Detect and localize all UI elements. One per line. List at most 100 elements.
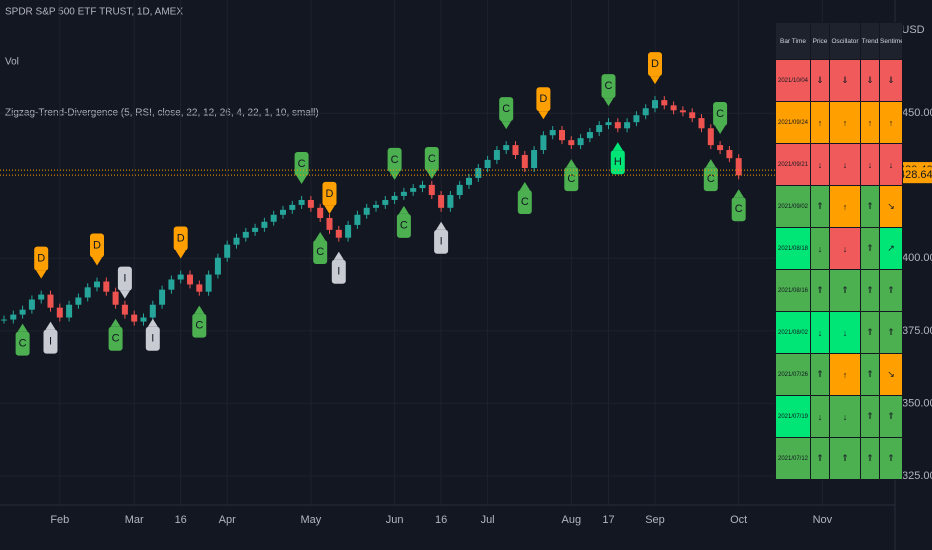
y-tick-label: 325.00 <box>902 470 932 482</box>
marker-pointer <box>110 318 121 327</box>
marker-pointer <box>603 98 614 107</box>
candle <box>233 237 240 245</box>
marker-box <box>536 87 551 112</box>
zigzag-marker: D <box>536 87 551 120</box>
zigzag-marker: C <box>294 151 309 184</box>
x-tick-label: 17 <box>602 514 614 526</box>
signal-cell: ⇑ <box>810 269 830 312</box>
candle <box>140 317 147 322</box>
marker-pointer <box>436 221 447 230</box>
candle <box>466 177 472 185</box>
zigzag-marker: C <box>731 189 746 222</box>
marker-box <box>34 246 49 271</box>
table-header-cell: Bar Time <box>775 22 811 60</box>
zigzag-marker: I <box>145 318 160 351</box>
marker-box <box>648 52 662 77</box>
marker-pointer <box>194 305 205 314</box>
candle <box>345 224 352 238</box>
candle <box>503 145 510 151</box>
marker-box <box>499 97 514 122</box>
table-header: Bar TimePriceOscillatorTrendSentiment <box>775 22 903 60</box>
date-cell: 2021/09/21 <box>775 143 811 186</box>
zigzag-marker: D <box>173 226 188 259</box>
marker-box <box>331 259 346 284</box>
candle <box>75 297 82 305</box>
candle <box>670 105 677 111</box>
candle <box>270 214 277 222</box>
marker-box <box>145 326 160 351</box>
zigzag-marker: C <box>396 205 411 238</box>
marker-box <box>396 213 411 238</box>
candle <box>605 122 612 126</box>
table-header-cell: Sentiment <box>879 22 903 60</box>
signal-cell: ↑ <box>879 101 903 144</box>
candle <box>484 159 491 169</box>
zigzag-marker: C <box>601 74 616 107</box>
candle <box>354 214 361 225</box>
marker-pointer <box>324 205 335 214</box>
date-cell: 2021/08/16 <box>775 269 811 312</box>
zigzag-marker: C <box>564 159 579 192</box>
marker-label: C <box>391 154 399 166</box>
zigzag-marker: C <box>15 323 30 356</box>
date-cell: 2021/10/04 <box>775 59 811 102</box>
y-tick-label: 400.00 <box>902 252 932 264</box>
signal-cell: ↑ <box>860 101 880 144</box>
y-tick-label: 450.00 <box>902 107 932 119</box>
table-row: 2021/07/19 ↓ ↓ ⇑ ⇑ <box>775 395 903 438</box>
date-cell: 2021/08/18 <box>775 227 811 270</box>
signal-cell: ⇑ <box>860 227 880 270</box>
candle <box>335 229 342 238</box>
signal-cell: ↓ <box>810 395 830 438</box>
table-row: 2021/07/12 ⇑ ⇑ ⇑ ⇑ <box>775 437 903 480</box>
zigzag-marker: C <box>517 182 532 215</box>
signal-cell: ↓ <box>860 143 880 186</box>
x-tick-label: 16 <box>435 514 447 526</box>
marker-label: H <box>614 156 622 168</box>
table-row: 2021/09/24 ↑ ↑ ↑ ↑ <box>775 101 903 144</box>
candle <box>196 284 203 292</box>
table-row: 2021/08/16 ⇑ ⇑ ⇑ ⇑ <box>775 269 903 312</box>
marker-label: C <box>502 103 510 115</box>
candle <box>428 184 435 196</box>
zigzag-marker: C <box>387 147 402 180</box>
marker-pointer <box>398 205 409 214</box>
signal-cell: ↘ <box>879 185 903 228</box>
marker-pointer <box>612 142 623 151</box>
marker-pointer <box>501 121 512 130</box>
table-row: 2021/08/02 ↓ ↓ ⇑ ⇑ <box>775 311 903 354</box>
table-body: 2021/10/04 ⇓ ⇓ ⇓ ⇓ 2021/09/24 ↑ ↑ ↑ ↑ 2021/09/21 ↓ ↓… <box>775 59 903 480</box>
marker-label: C <box>567 173 575 185</box>
x-tick-label: Nov <box>813 514 833 526</box>
signal-cell: ↗ <box>879 227 903 270</box>
candle <box>410 188 417 192</box>
zigzag-marker: C <box>703 159 718 192</box>
table-row: 2021/10/04 ⇓ ⇓ ⇓ ⇓ <box>775 59 903 102</box>
candle <box>456 184 463 196</box>
marker-pointer <box>92 257 102 266</box>
x-tick-label: Apr <box>219 514 236 526</box>
marker-label: I <box>49 336 52 348</box>
candle <box>289 204 296 210</box>
candle <box>19 309 26 315</box>
candle <box>168 279 175 290</box>
zigzag-marker: C <box>713 102 728 135</box>
candle <box>438 195 445 208</box>
marker-label: C <box>716 108 724 120</box>
date-cell: 2021/07/12 <box>775 437 811 480</box>
candle <box>726 150 733 159</box>
x-tick-label: Sep <box>645 514 665 526</box>
zigzag-marker: C <box>108 318 123 351</box>
candle <box>373 204 379 208</box>
symbol-title: SPDR S&P 500 ETF TRUST, 1D, AMEX <box>5 7 183 18</box>
zigzag-marker: I <box>117 266 132 299</box>
x-tick-label: Feb <box>50 514 69 526</box>
candle <box>549 130 556 136</box>
marker-box <box>731 197 746 222</box>
marker-pointer <box>705 159 716 168</box>
signal-cell: ⇑ <box>879 437 903 480</box>
candle <box>131 314 138 322</box>
marker-box <box>610 150 625 175</box>
marker-label: C <box>298 158 306 170</box>
marker-label: C <box>19 338 27 350</box>
